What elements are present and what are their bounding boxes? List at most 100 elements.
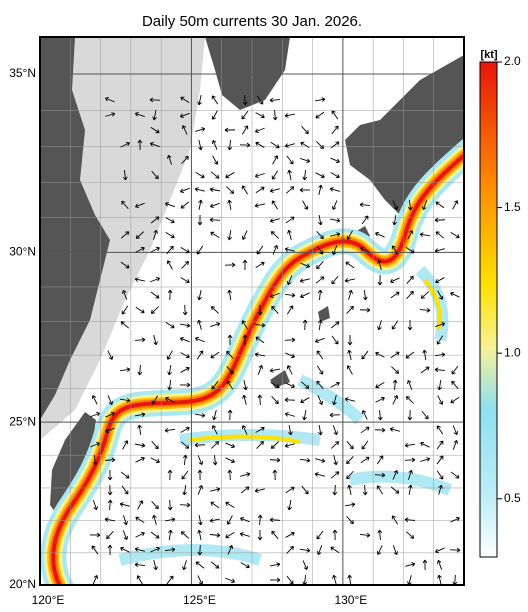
arrow bbox=[436, 440, 444, 450]
arrow bbox=[197, 214, 203, 226]
arrow bbox=[211, 110, 218, 120]
arrow bbox=[287, 229, 292, 240]
arrow bbox=[210, 231, 220, 239]
arrow bbox=[209, 202, 220, 209]
arrow bbox=[391, 366, 400, 374]
arrow bbox=[436, 425, 444, 435]
arrow bbox=[197, 455, 204, 466]
arrow bbox=[406, 290, 414, 300]
arrow bbox=[196, 350, 204, 360]
arrow bbox=[420, 291, 430, 299]
arrow bbox=[331, 125, 339, 135]
arrow bbox=[391, 320, 399, 330]
arrow bbox=[211, 441, 220, 449]
arrow bbox=[209, 518, 220, 523]
arrow bbox=[271, 200, 279, 210]
arrow bbox=[164, 427, 176, 433]
arrow bbox=[135, 516, 145, 524]
arrow bbox=[330, 218, 341, 223]
arrow bbox=[150, 126, 160, 134]
arrow bbox=[284, 443, 295, 448]
arrow bbox=[347, 484, 352, 495]
arrow bbox=[375, 396, 385, 403]
arrow bbox=[407, 199, 413, 211]
arrow bbox=[316, 245, 324, 255]
arrow bbox=[121, 200, 129, 210]
arrow bbox=[134, 202, 145, 209]
arrow bbox=[360, 426, 370, 434]
arrow bbox=[212, 155, 219, 165]
arrow bbox=[254, 352, 265, 357]
arrow bbox=[406, 275, 414, 285]
arrow bbox=[254, 322, 266, 328]
arrow bbox=[211, 95, 219, 105]
arrow bbox=[105, 112, 116, 117]
arrow bbox=[391, 245, 399, 255]
arrow bbox=[150, 306, 159, 314]
arrow bbox=[420, 366, 430, 374]
arrow bbox=[300, 292, 310, 299]
arrow bbox=[270, 141, 280, 149]
arrow bbox=[284, 113, 295, 118]
arrow bbox=[435, 277, 445, 284]
arrow bbox=[316, 365, 324, 375]
arrow bbox=[361, 410, 368, 420]
arrow bbox=[285, 216, 295, 224]
arrow bbox=[316, 261, 324, 270]
arrow bbox=[299, 278, 310, 283]
arrow bbox=[240, 472, 251, 477]
arrow bbox=[165, 321, 175, 329]
arrow bbox=[134, 547, 145, 552]
arrow bbox=[271, 395, 279, 405]
arrow bbox=[107, 544, 113, 556]
arrow bbox=[194, 336, 205, 343]
arrow bbox=[150, 531, 160, 539]
arrow bbox=[375, 351, 385, 358]
arrow bbox=[299, 187, 311, 193]
arrow bbox=[344, 278, 355, 283]
arrow bbox=[284, 143, 295, 148]
arrow bbox=[451, 365, 459, 375]
arrow bbox=[150, 546, 160, 553]
arrow bbox=[182, 454, 188, 466]
arrow bbox=[452, 425, 459, 435]
arrow bbox=[330, 141, 340, 149]
arrow bbox=[151, 170, 159, 180]
arrow bbox=[179, 336, 190, 343]
arrow bbox=[450, 516, 460, 523]
arrow bbox=[120, 231, 130, 239]
arrow bbox=[120, 141, 130, 148]
arrow bbox=[437, 395, 444, 405]
arrow bbox=[164, 547, 176, 553]
arrow bbox=[225, 577, 236, 584]
arrow bbox=[242, 334, 248, 346]
map-title: Daily 50m currents 30 Jan. 2026. bbox=[142, 13, 362, 30]
arrow bbox=[344, 397, 355, 402]
arrow bbox=[153, 335, 158, 346]
arrow bbox=[226, 186, 235, 194]
arrow bbox=[347, 334, 353, 346]
arrow bbox=[257, 529, 263, 541]
arrow bbox=[285, 186, 295, 194]
arrow bbox=[376, 455, 384, 465]
arrow bbox=[226, 515, 233, 525]
arrow bbox=[90, 411, 101, 418]
arrow bbox=[408, 469, 413, 480]
arrow bbox=[123, 515, 128, 526]
arrow bbox=[286, 575, 294, 585]
arrow bbox=[421, 410, 429, 420]
arrow bbox=[210, 561, 220, 569]
arrow bbox=[92, 575, 99, 585]
arrow bbox=[284, 397, 296, 403]
arrow bbox=[316, 350, 324, 360]
arrow bbox=[302, 200, 309, 210]
arrow bbox=[271, 170, 279, 180]
arrow bbox=[137, 424, 142, 436]
arrow bbox=[104, 427, 115, 434]
arrow bbox=[197, 484, 204, 495]
lon-tick-label: 130°E bbox=[334, 593, 367, 607]
arrow bbox=[210, 322, 221, 327]
arrow bbox=[333, 455, 338, 466]
arrow bbox=[330, 157, 340, 164]
arrow bbox=[254, 127, 265, 134]
